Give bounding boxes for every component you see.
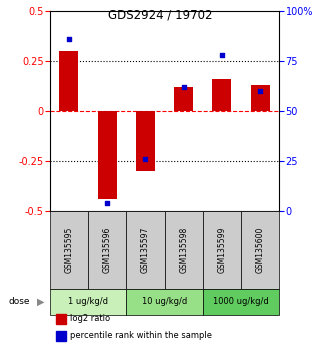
Text: ▶: ▶ [37, 297, 44, 307]
Text: dose: dose [8, 297, 30, 306]
Text: GSM135596: GSM135596 [103, 226, 112, 273]
Bar [203, 211, 241, 289]
Bar [126, 289, 203, 315]
Point [105, 200, 110, 205]
Bar [50, 289, 126, 315]
Bar [59, 51, 78, 110]
Text: log2 ratio: log2 ratio [70, 314, 110, 324]
Text: GDS2924 / 19702: GDS2924 / 19702 [108, 9, 213, 22]
Bar [174, 87, 193, 110]
Bar [98, 110, 117, 199]
Bar [50, 211, 88, 289]
Bar [212, 79, 231, 110]
Text: 10 ug/kg/d: 10 ug/kg/d [142, 297, 187, 306]
Point [219, 52, 224, 57]
Text: GSM135599: GSM135599 [217, 226, 226, 273]
Text: 1 ug/kg/d: 1 ug/kg/d [68, 297, 108, 306]
Text: GSM135595: GSM135595 [65, 226, 74, 273]
Point [181, 84, 186, 90]
Text: percentile rank within the sample: percentile rank within the sample [70, 331, 212, 341]
Bar [241, 211, 279, 289]
Text: GSM135597: GSM135597 [141, 226, 150, 273]
Bar [164, 211, 203, 289]
Bar [126, 211, 164, 289]
Text: GSM135600: GSM135600 [256, 226, 265, 273]
Bar [136, 110, 155, 171]
Bar [203, 289, 279, 315]
Bar [251, 85, 270, 110]
Bar [88, 211, 126, 289]
Point [143, 156, 148, 161]
Text: 1000 ug/kg/d: 1000 ug/kg/d [213, 297, 269, 306]
Point [66, 36, 72, 41]
Text: GSM135598: GSM135598 [179, 227, 188, 273]
Point [257, 88, 263, 93]
